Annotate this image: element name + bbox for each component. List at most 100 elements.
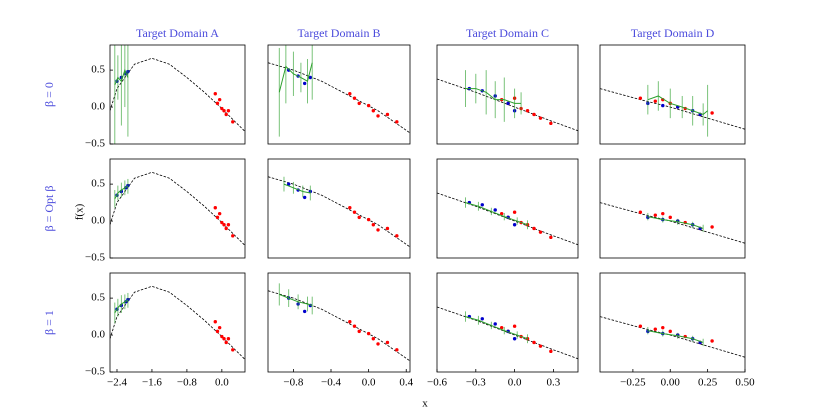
data-point xyxy=(376,114,380,118)
prediction-line xyxy=(114,68,129,86)
true-function xyxy=(110,171,245,246)
x-axis-label: x xyxy=(422,398,428,410)
plot-area xyxy=(600,202,745,244)
data-point xyxy=(480,317,484,321)
data-point xyxy=(638,324,643,328)
x-tick-label: −0.6 xyxy=(427,377,447,389)
data-point xyxy=(512,210,517,214)
data-point xyxy=(231,348,235,352)
data-point xyxy=(224,340,228,345)
data-point xyxy=(653,213,658,217)
data-point xyxy=(549,121,553,126)
panel-frame xyxy=(436,44,579,145)
panel-frame xyxy=(267,158,411,259)
data-point xyxy=(532,226,536,231)
true-function xyxy=(600,88,745,130)
data-point xyxy=(357,215,361,220)
column-title: Target Domain B xyxy=(298,26,381,40)
y-tick-label: 0.5 xyxy=(91,64,105,76)
data-point xyxy=(224,112,228,117)
data-point xyxy=(215,101,220,106)
data-point xyxy=(352,210,357,214)
data-point xyxy=(302,195,307,200)
data-point xyxy=(357,329,361,334)
prediction-line xyxy=(278,62,313,93)
y-tick-label: 0.5 xyxy=(91,178,105,190)
true-function xyxy=(600,316,745,358)
data-point xyxy=(638,210,643,214)
x-tick-label: 0.00 xyxy=(661,377,681,389)
prediction-line xyxy=(647,330,704,343)
prediction-line xyxy=(465,316,528,340)
plot-area xyxy=(600,316,745,358)
y-tick-label: −0.5 xyxy=(85,252,105,264)
data-point xyxy=(525,109,530,113)
data-point xyxy=(302,81,307,86)
prediction-line xyxy=(283,183,311,194)
x-tick-label: 0.0 xyxy=(215,377,229,389)
data-point xyxy=(352,96,357,100)
true-function xyxy=(110,57,245,132)
x-tick-label: 0.25 xyxy=(698,377,718,389)
panel-frame xyxy=(267,44,411,145)
true-function xyxy=(268,290,410,362)
data-point xyxy=(653,99,658,103)
data-point xyxy=(366,103,371,108)
true-function xyxy=(268,176,410,248)
data-point xyxy=(506,101,510,106)
x-tick-label: 0.3 xyxy=(547,377,561,389)
data-point xyxy=(538,116,543,120)
data-point xyxy=(395,120,399,124)
data-point xyxy=(376,228,380,232)
data-point xyxy=(286,68,291,72)
row-label: β = 1 xyxy=(42,310,56,335)
true-function xyxy=(437,78,578,132)
data-point xyxy=(302,309,307,314)
true-function xyxy=(600,202,745,244)
data-point xyxy=(220,334,224,339)
plot-area xyxy=(268,45,410,137)
x-tick-label: −1.6 xyxy=(142,377,162,389)
y-tick-label: 0.0 xyxy=(91,215,105,227)
true-function xyxy=(110,285,245,360)
data-point xyxy=(376,342,380,346)
prediction-line xyxy=(647,95,708,116)
data-point xyxy=(710,339,714,343)
data-point xyxy=(668,329,672,334)
data-point xyxy=(220,220,224,225)
plot-area xyxy=(268,283,410,362)
data-point xyxy=(661,103,665,108)
row-label: β = Opt β xyxy=(42,186,56,232)
true-function xyxy=(437,192,578,246)
data-point xyxy=(348,206,352,210)
y-tick-label: 0.5 xyxy=(91,292,105,304)
data-point xyxy=(499,211,504,216)
panel-frame xyxy=(599,158,746,259)
column-title: Target Domain A xyxy=(136,26,219,40)
data-point xyxy=(226,109,231,113)
y-tick-label: −0.5 xyxy=(85,138,105,150)
y-tick-label: 0.0 xyxy=(91,329,105,341)
row-label: β = 0 xyxy=(42,82,56,107)
panel-frame xyxy=(436,272,579,373)
data-point xyxy=(231,234,235,238)
data-point xyxy=(348,92,352,96)
data-point xyxy=(493,208,497,212)
data-point xyxy=(348,320,352,324)
data-point xyxy=(213,320,217,324)
column-title: Target Domain D xyxy=(631,26,715,40)
data-point xyxy=(371,109,376,113)
column-title: Target Domain C xyxy=(466,26,549,40)
prediction-line xyxy=(465,202,528,226)
data-point xyxy=(215,215,220,220)
data-point xyxy=(661,211,665,216)
data-point xyxy=(480,203,484,207)
data-point xyxy=(710,225,714,229)
data-point xyxy=(661,325,665,330)
data-point xyxy=(226,337,231,341)
prediction-line xyxy=(647,216,704,229)
data-point xyxy=(512,337,517,341)
data-point xyxy=(385,340,390,345)
data-point xyxy=(493,322,497,326)
